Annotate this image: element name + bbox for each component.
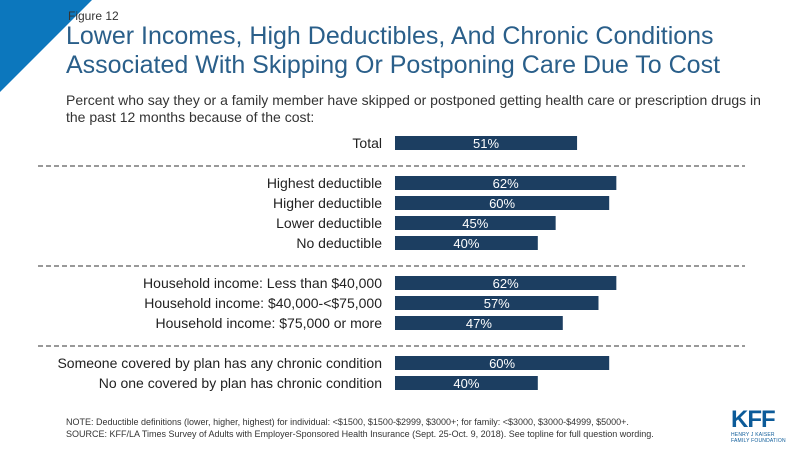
bar (395, 276, 617, 290)
figure-label: Figure 12 (68, 9, 119, 23)
category-label: Higher deductible (273, 195, 382, 211)
bar (395, 316, 563, 330)
bar (395, 216, 556, 230)
data-label: 62% (493, 176, 519, 191)
note-text: NOTE: Deductible definitions (lower, hig… (66, 417, 629, 427)
category-label: Household income: $75,000 or more (156, 315, 383, 331)
data-label: 51% (473, 136, 499, 151)
data-label: 60% (489, 196, 515, 211)
chart-subtitle: Percent who say they or a family member … (66, 92, 761, 125)
data-label: 47% (466, 316, 492, 331)
source-text: SOURCE: KFF/LA Times Survey of Adults wi… (66, 429, 654, 439)
bar (395, 136, 578, 150)
category-label: No one covered by plan has chronic condi… (99, 375, 382, 391)
bar-chart: Total 51% Highest deductible 62% Higher dedu… (38, 135, 745, 391)
logo-line1: HENRY J KAISER (731, 432, 775, 438)
category-label: Total (352, 135, 382, 151)
chart-title: Lower Incomes, High Deductibles, And Chr… (66, 22, 721, 79)
data-label: 57% (484, 296, 510, 311)
logo-wordmark: KFF (731, 406, 776, 433)
bar (395, 176, 617, 190)
bar (395, 376, 538, 390)
category-label: Someone covered by plan has any chronic … (57, 355, 382, 371)
category-label: No deductible (296, 235, 382, 251)
bar (395, 356, 610, 370)
bar (395, 296, 599, 310)
bar (395, 196, 610, 210)
data-label: 40% (453, 236, 479, 251)
logo-line2: FAMILY FOUNDATION (731, 438, 786, 444)
data-label: 45% (462, 216, 488, 231)
category-label: Household income: $40,000-<$75,000 (144, 295, 382, 311)
data-label: 60% (489, 356, 515, 371)
kff-logo: KFF HENRY J KAISER FAMILY FOUNDATION (731, 406, 789, 445)
category-label: Lower deductible (276, 215, 382, 231)
corner-accent (0, 0, 92, 92)
category-label: Household income: Less than $40,000 (143, 275, 382, 291)
data-label: 40% (453, 376, 479, 391)
footnote: NOTE: Deductible definitions (lower, hig… (66, 416, 726, 440)
category-label: Highest deductible (267, 175, 382, 191)
bar (395, 236, 538, 250)
data-label: 62% (493, 276, 519, 291)
